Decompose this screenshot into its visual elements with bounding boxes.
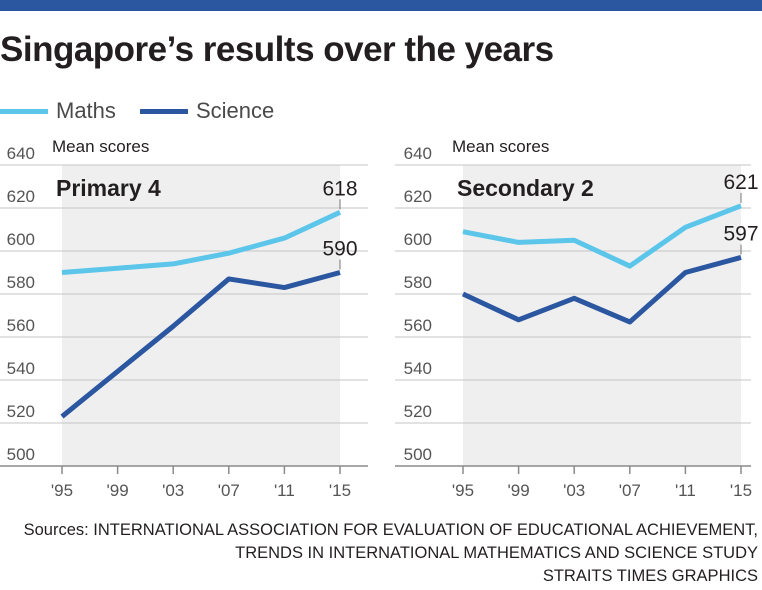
sources-note: Sources: INTERNATIONAL ASSOCIATION FOR E… xyxy=(24,519,758,588)
legend-item-science: Science xyxy=(140,98,274,124)
y-tick-label-620: 620 xyxy=(404,187,432,206)
x-tick-label-5: '15 xyxy=(730,481,752,500)
x-tick-label-2: '03 xyxy=(563,481,585,500)
y-tick-label-580: 580 xyxy=(404,273,432,292)
x-tick-label-2: '03 xyxy=(162,481,184,500)
y-tick-label-560: 560 xyxy=(7,316,35,335)
legend-swatch-science xyxy=(140,108,188,114)
legend-label-maths: Maths xyxy=(56,98,116,123)
data-label-maths: 621 xyxy=(723,171,758,194)
legend: Maths Science xyxy=(0,98,400,128)
data-label-maths: 618 xyxy=(322,177,357,200)
x-tick-label-3: '07 xyxy=(619,481,641,500)
y-tick-label-540: 540 xyxy=(404,359,432,378)
x-tick-label-3: '07 xyxy=(218,481,240,500)
chart-primary-4: 500 520 540 560 580 600 620 640 '95 '99 '03 '07 '11 '… xyxy=(0,128,380,508)
y-tick-label-500: 500 xyxy=(404,445,432,464)
x-tick-label-4: '11 xyxy=(675,481,696,500)
y-tick-label-640: 640 xyxy=(7,144,35,163)
x-tick-label-0: '95 xyxy=(51,481,73,500)
y-tick-label-520: 520 xyxy=(404,402,432,421)
page-title: Singapore’s results over the years xyxy=(0,30,554,69)
top-accent-bar xyxy=(0,0,762,11)
x-tick-label-4: '11 xyxy=(274,481,295,500)
chart-secondary-2: 500 520 540 560 580 600 620 640 '95 '99 '03 '07 '11 '… xyxy=(395,128,762,508)
sources-line-2: TRENDS IN INTERNATIONAL MATHEMATICS AND … xyxy=(235,544,758,562)
y-tick-label-640: 640 xyxy=(404,144,432,163)
y-tick-label-500: 500 xyxy=(7,445,35,464)
x-tick-label-1: '99 xyxy=(508,481,530,500)
series-line-maths xyxy=(462,203,742,269)
legend-label-science: Science xyxy=(196,98,275,123)
series-line-science xyxy=(461,255,742,325)
data-label-science: 590 xyxy=(322,238,357,261)
legend-item-maths: Maths xyxy=(0,98,116,124)
y-tick-label-580: 580 xyxy=(7,273,35,292)
y-tick-label-540: 540 xyxy=(7,359,35,378)
y-axis-label: Mean scores xyxy=(452,137,549,156)
sources-line-1: Sources: INTERNATIONAL ASSOCIATION FOR E… xyxy=(23,521,758,539)
sources-line-3: STRAITS TIMES GRAPHICS xyxy=(542,567,758,585)
x-tick-label-1: '99 xyxy=(107,481,129,500)
plot-background xyxy=(62,165,340,466)
chart-primary-4-svg: 500 520 540 560 580 600 620 640 '95 '99 '03 '07 '11 '… xyxy=(0,137,368,500)
y-tick-label-560: 560 xyxy=(404,316,432,335)
x-tick-label-5: '15 xyxy=(329,481,351,500)
data-label-science: 597 xyxy=(723,222,758,245)
chart-secondary-2-svg: 500 520 540 560 580 600 620 640 '95 '99 '03 '07 '11 '… xyxy=(395,137,759,500)
y-tick-label-600: 600 xyxy=(404,230,432,249)
y-tick-label-600: 600 xyxy=(7,230,35,249)
panel-title-primary-4: Primary 4 xyxy=(56,175,161,201)
y-tick-label-620: 620 xyxy=(7,187,35,206)
panel-title-secondary-2: Secondary 2 xyxy=(457,175,594,201)
x-tick-label-0: '95 xyxy=(452,481,474,500)
y-tick-label-520: 520 xyxy=(7,402,35,421)
series-line-science xyxy=(60,270,341,419)
series-line-maths xyxy=(61,210,342,275)
legend-swatch-maths xyxy=(0,108,48,114)
y-axis-label: Mean scores xyxy=(52,137,149,156)
